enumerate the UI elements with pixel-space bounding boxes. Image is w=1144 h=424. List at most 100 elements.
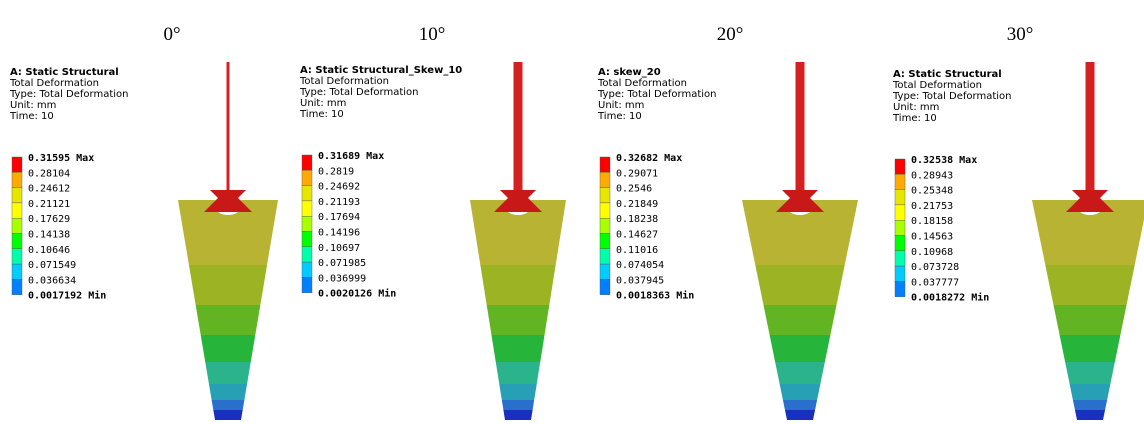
contour-band	[740, 305, 860, 335]
result-title: A: Static Structural_Skew_10	[300, 65, 462, 76]
model	[468, 195, 568, 424]
legend-label: 0.10968	[911, 247, 953, 258]
contour-band	[740, 384, 860, 400]
legend-swatch	[302, 155, 312, 170]
legend-label: 0.11016	[616, 245, 658, 256]
legend-label: 0.14138	[28, 230, 70, 241]
result-line: Type: Total Deformation	[892, 91, 1012, 102]
contour-band	[176, 400, 280, 410]
legend-swatch	[895, 236, 905, 251]
legend-swatch	[895, 220, 905, 235]
legend-label: 0.28104	[28, 168, 70, 179]
legend-swatch	[600, 234, 610, 249]
legend-label: 0.0017192 Min	[28, 290, 106, 302]
legend-label: 0.28943	[911, 170, 953, 181]
legend-label: 0.074054	[616, 260, 664, 271]
result-line: Unit: mm	[893, 102, 939, 113]
contour-band	[176, 362, 280, 384]
contour-band	[176, 335, 280, 362]
legend-label: 0.2546	[616, 184, 652, 195]
legend-swatch	[600, 157, 610, 172]
contour-band	[740, 335, 860, 362]
legend-label: 0.14627	[616, 230, 658, 241]
blade-rod	[1086, 62, 1095, 202]
legend-label: 0.037777	[911, 277, 959, 288]
legend-label: 0.31595 Max	[28, 153, 94, 164]
legend-swatch	[600, 218, 610, 233]
contour-band	[468, 410, 568, 424]
legend-swatch	[302, 232, 312, 247]
result-line: Type: Total Deformation	[299, 87, 419, 98]
legend-swatch	[12, 218, 22, 233]
result-title: A: skew_20	[598, 67, 661, 78]
result-line: Total Deformation	[9, 78, 99, 89]
legend-swatch	[600, 172, 610, 187]
angle-label: 0°	[163, 24, 180, 45]
contour-band	[1030, 305, 1144, 335]
legend-swatch	[12, 249, 22, 264]
result-line: Time: 10	[9, 111, 54, 122]
contour-band	[740, 362, 860, 384]
contour-band	[468, 400, 568, 410]
legend-swatch	[12, 203, 22, 218]
contour-band	[1030, 400, 1144, 410]
contour-band	[1030, 265, 1144, 305]
legend-label: 0.0020126 Min	[318, 288, 396, 300]
legend-label: 0.14196	[318, 228, 360, 239]
contour-band	[176, 265, 280, 305]
result-title: A: Static Structural	[893, 69, 1002, 80]
legend-label: 0.037945	[616, 275, 664, 286]
model	[1030, 195, 1144, 424]
legend-label: 0.24692	[318, 182, 360, 193]
result-line: Total Deformation	[299, 76, 389, 87]
contour-band	[468, 335, 568, 362]
contour-band	[468, 362, 568, 384]
legend-swatch	[600, 188, 610, 203]
legend-label: 0.32538 Max	[911, 155, 977, 166]
legend-swatch	[600, 203, 610, 218]
angle-label: 20°	[717, 24, 744, 45]
angle-label: 10°	[419, 24, 446, 45]
legend-label: 0.2819	[318, 166, 354, 177]
legend-label: 0.32682 Max	[616, 153, 682, 164]
contour-band	[468, 305, 568, 335]
result-line: Total Deformation	[892, 80, 982, 91]
result-line: Time: 10	[892, 113, 937, 124]
legend-swatch	[302, 201, 312, 216]
legend-label: 0.18158	[911, 216, 953, 227]
result-title: A: Static Structural	[10, 67, 119, 78]
legend-swatch	[302, 186, 312, 201]
legend-label: 0.0018363 Min	[616, 290, 694, 302]
figure: 0°A: Static StructuralTotal DeformationT…	[0, 0, 1144, 424]
legend-swatch	[895, 174, 905, 189]
legend-swatch	[302, 262, 312, 277]
legend-swatch	[12, 264, 22, 279]
legend-swatch	[12, 234, 22, 249]
contour-band	[1030, 335, 1144, 362]
legend-label: 0.071985	[318, 258, 366, 269]
legend-swatch	[302, 170, 312, 185]
result-line: Type: Total Deformation	[9, 89, 129, 100]
legend-swatch	[12, 279, 22, 294]
legend-label: 0.10697	[318, 243, 360, 254]
legend-label: 0.21849	[616, 199, 658, 210]
legend-swatch	[895, 281, 905, 296]
legend-swatch	[302, 247, 312, 262]
legend-swatch	[895, 205, 905, 220]
model	[740, 195, 860, 424]
legend-label: 0.10646	[28, 245, 70, 256]
blade-rod	[514, 62, 523, 202]
model	[176, 195, 280, 424]
contour-band	[176, 305, 280, 335]
result-line: Type: Total Deformation	[597, 89, 717, 100]
legend-swatch	[302, 277, 312, 292]
legend-label: 0.036999	[318, 273, 366, 284]
legend-label: 0.073728	[911, 262, 959, 273]
contour-band	[740, 265, 860, 305]
legend-label: 0.25348	[911, 186, 953, 197]
legend-label: 0.21193	[318, 197, 360, 208]
legend-swatch	[12, 188, 22, 203]
